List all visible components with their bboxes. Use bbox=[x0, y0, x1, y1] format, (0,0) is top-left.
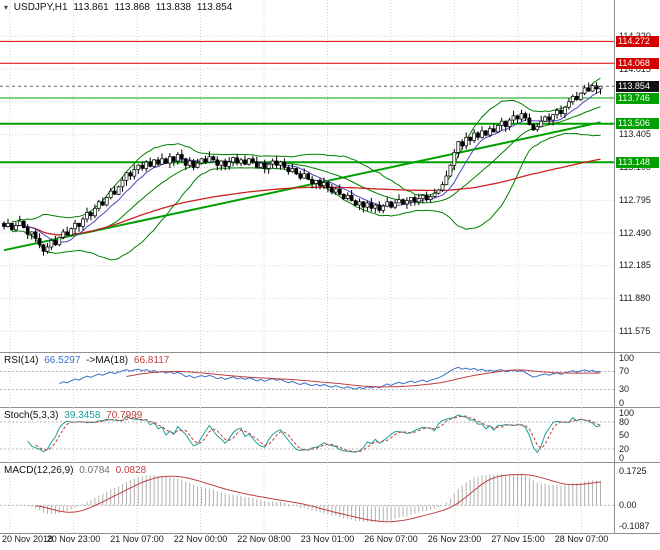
macd-main-value: 0.0784 bbox=[79, 465, 110, 476]
time-axis-label: 26 Nov 07:00 bbox=[364, 534, 418, 544]
price-axis[interactable]: 114.320114.015113.710113.405113.100112.7… bbox=[614, 0, 660, 352]
stochastic-axis[interactable]: 100 80 50 20 0 bbox=[614, 407, 660, 463]
macd-signal-line bbox=[35, 473, 601, 523]
rsi-ma-line bbox=[126, 369, 601, 388]
macd-histogram bbox=[7, 473, 601, 523]
price-chart-canvas[interactable] bbox=[0, 0, 614, 353]
rsi-title: RSI(14) 66.5297 ->MA(18) 66.8117 bbox=[4, 355, 172, 366]
price-level-tag: 113.148 bbox=[616, 156, 659, 168]
stoch-axis-label: 50 bbox=[619, 430, 630, 440]
stoch-d-line bbox=[35, 415, 601, 453]
rsi-axis-label: 30 bbox=[619, 384, 630, 394]
price-axis-label: 111.880 bbox=[619, 293, 651, 304]
rsi-axis[interactable]: 100 70 30 0 bbox=[614, 352, 660, 408]
slow-ma-line bbox=[3, 158, 601, 236]
macd-axis-label: 0.00 bbox=[619, 499, 637, 510]
rsi-axis-label: 100 bbox=[619, 352, 635, 363]
chart-title: ▾ USDJPY,H1 113.861 113.868 113.838 113.… bbox=[4, 2, 235, 13]
stoch-axis-label: 0 bbox=[619, 452, 625, 463]
quote-open: 113.861 bbox=[73, 2, 109, 13]
price-level-tag: 114.272 bbox=[616, 35, 659, 47]
stoch-axis-label: 100 bbox=[619, 407, 635, 418]
price-axis-label: 112.490 bbox=[619, 227, 651, 238]
grid bbox=[9, 353, 582, 408]
main-chart-panel: 114.320114.015113.710113.405113.100112.7… bbox=[0, 0, 660, 353]
macd-axis-label: -0.1087 bbox=[619, 521, 650, 532]
stoch-label: Stoch(5,3,3) bbox=[4, 410, 59, 421]
price-axis-label: 114.320 bbox=[619, 31, 651, 42]
current-price-tag: 113.854 bbox=[616, 80, 659, 92]
stochastic-title: Stoch(5,3,3) 39.3458 70.7999 bbox=[4, 410, 145, 421]
rsi-axis-label: 70 bbox=[619, 366, 630, 376]
rsi-line bbox=[59, 366, 601, 390]
price-axis-label: 111.575 bbox=[619, 325, 651, 336]
price-axis-label: 113.405 bbox=[619, 129, 651, 140]
time-axis-label: 27 Nov 15:00 bbox=[491, 534, 545, 544]
macd-axis[interactable]: 0.1725 0.00 -0.1087 bbox=[614, 463, 660, 533]
rsi-canvas[interactable] bbox=[0, 353, 614, 408]
support-resistance-lines bbox=[0, 40, 614, 164]
macd-canvas[interactable] bbox=[0, 463, 614, 534]
stoch-axis-label: 20 bbox=[619, 443, 630, 454]
price-level-tag: 114.068 bbox=[616, 57, 659, 69]
symbol-timeframe: USDJPY,H1 bbox=[13, 2, 68, 13]
time-axis-label: 22 Nov 08:00 bbox=[237, 534, 291, 544]
quote-high: 113.868 bbox=[114, 2, 150, 13]
time-axis-label: 22 Nov 00:00 bbox=[173, 534, 228, 544]
macd-title: MACD(12,26,9) 0.0784 0.0828 bbox=[4, 465, 149, 476]
quote-close: 113.854 bbox=[196, 2, 233, 13]
stochastic-panel: 100 80 50 20 0 Stoch(5,3,3) 39.3458 70.7999 bbox=[0, 408, 660, 463]
time-axis-label: 21 Nov 07:00 bbox=[110, 534, 164, 544]
rsi-axis-label: 0 bbox=[619, 397, 625, 408]
stoch-axis-label: 80 bbox=[619, 416, 630, 427]
chart-shift-icon: ▾ bbox=[4, 3, 9, 12]
macd-label: MACD(12,26,9) bbox=[4, 465, 74, 476]
time-axis-label: 23 Nov 01:00 bbox=[300, 534, 355, 544]
rsi-panel: 100 70 30 0 RSI(14) 66.5297 ->MA(18) 66.811… bbox=[0, 353, 660, 408]
stoch-k-value: 39.3458 bbox=[64, 410, 101, 421]
stoch-d-value: 70.7999 bbox=[106, 410, 143, 421]
macd-panel: 0.1725 0.00 -0.1087 MACD(12,26,9) 0.0784 0… bbox=[0, 463, 660, 534]
macd-signal-value: 0.0828 bbox=[115, 465, 147, 476]
price-axis-label: 112.795 bbox=[619, 194, 651, 205]
price-level-tag: 113.506 bbox=[616, 118, 659, 130]
price-level-tag: 113.746 bbox=[616, 92, 659, 104]
rsi-ma-value: 66.8117 bbox=[133, 355, 170, 366]
stochastic-canvas[interactable] bbox=[0, 408, 614, 463]
fast-ma-line bbox=[3, 90, 601, 243]
time-axis-label: 20 Nov 23:00 bbox=[46, 534, 101, 544]
quote-low: 113.838 bbox=[155, 2, 192, 13]
time-axis-label: 28 Nov 07:00 bbox=[554, 534, 609, 544]
rsi-label: RSI(14) bbox=[4, 355, 39, 366]
macd-axis-label: 0.1725 bbox=[619, 465, 647, 476]
price-axis-label: 112.185 bbox=[619, 260, 651, 271]
candles bbox=[2, 82, 603, 256]
time-axis[interactable]: 20 Nov 2018 20 Nov 23:00 21 Nov 07:00 22 No… bbox=[0, 534, 660, 546]
rsi-value: 66.5297 bbox=[44, 355, 81, 366]
time-axis-label: 26 Nov 23:00 bbox=[427, 534, 482, 544]
rsi-ma-label: ->MA(18) bbox=[86, 355, 129, 366]
time-axis-label: 20 Nov 2018 bbox=[2, 534, 54, 544]
